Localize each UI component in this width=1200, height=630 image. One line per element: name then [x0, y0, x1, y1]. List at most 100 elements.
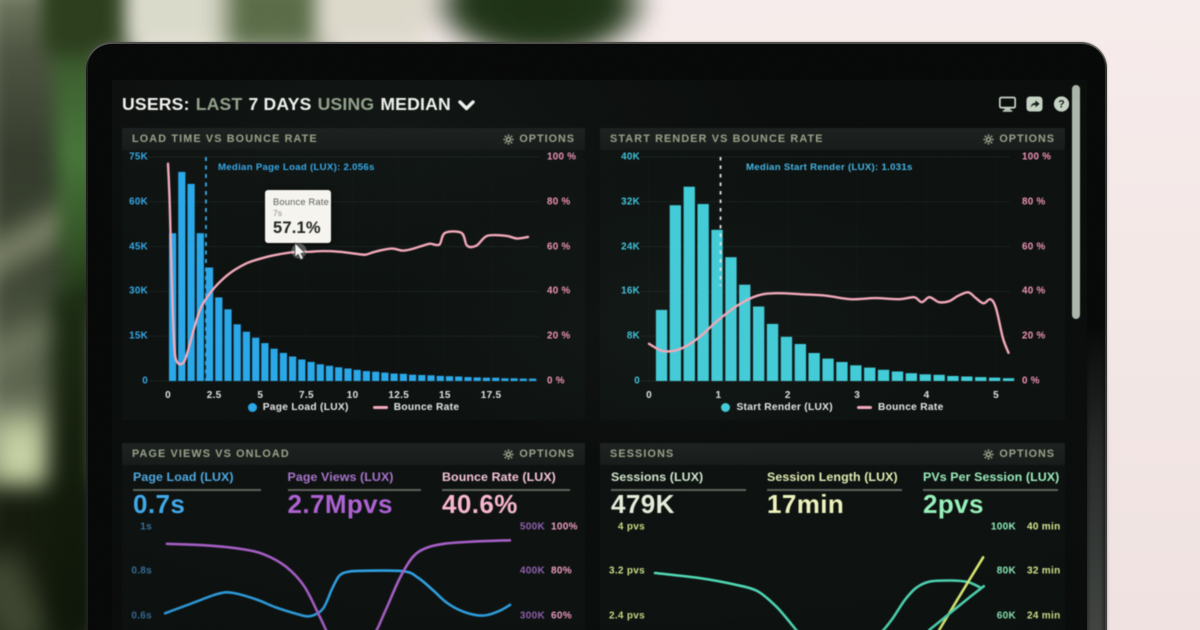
stat-value: 2.7Mpvs	[287, 489, 393, 519]
bar	[353, 369, 361, 381]
scrollbar-thumb[interactable]	[1072, 85, 1080, 319]
bar	[961, 376, 973, 381]
bar	[381, 372, 389, 381]
panel-page-views-vs-onload: PAGE VIEWS VS ONLOAD OPTIONS Page Load (…	[122, 443, 585, 630]
series-line	[163, 569, 512, 618]
y-axis-tick: 20 %	[547, 330, 571, 342]
bounce-rate-line	[166, 162, 530, 366]
y-axis-tick: 80 %	[547, 196, 571, 208]
stat-block: Page Load (LUX) 0.7s	[133, 470, 278, 517]
bar	[877, 369, 890, 381]
legend-line-icon	[856, 406, 872, 409]
bar	[316, 364, 324, 381]
options-button[interactable]: OPTIONS	[503, 443, 575, 465]
x-axis-tick: 5	[257, 390, 264, 401]
bezel-reflection	[1086, 322, 1105, 630]
bar	[289, 356, 297, 381]
y-axis-tick: 8K	[626, 330, 640, 342]
stat-label: Bounce Rate (LUX)	[442, 470, 556, 484]
panel-header: START RENDER VS BOUNCE RATE OPTIONS	[600, 128, 1065, 150]
bar	[178, 171, 186, 381]
dashboard-title-part: MEDIAN	[380, 93, 451, 114]
bar	[766, 323, 779, 381]
y-axis-tick: 0 %	[547, 375, 565, 387]
options-label: OPTIONS	[519, 448, 575, 460]
panel-title: LOAD TIME VS BOUNCE RATE	[132, 133, 318, 145]
bar	[335, 367, 343, 381]
bar	[510, 378, 518, 381]
y-axis-tick: 40K	[621, 151, 640, 163]
y-axis-tick: 40 %	[547, 285, 571, 297]
x-axis-tick: 2.5	[206, 390, 222, 401]
bounce-rate-line	[647, 291, 1010, 354]
bar	[436, 375, 444, 381]
dashboard-title[interactable]: USERS: LAST 7 DAYS USING MEDIAN	[122, 91, 475, 117]
bar	[205, 267, 214, 381]
x-axis-tick: 12.5	[388, 390, 410, 401]
stat-value: 17min	[767, 489, 845, 519]
help-glyph: ?	[1058, 99, 1064, 111]
bar	[445, 376, 454, 381]
options-button[interactable]: OPTIONS	[983, 443, 1055, 465]
tooltip: Bounce Rate 7s 57.1%	[265, 190, 331, 243]
legend-item-line[interactable]: Bounce Rate	[372, 402, 460, 413]
options-button[interactable]: OPTIONS	[503, 128, 575, 150]
x-axis-tick: 4	[923, 390, 930, 401]
y-axis-tick: 60 %	[1022, 241, 1046, 253]
panel-header: LOAD TIME VS BOUNCE RATE OPTIONS	[122, 128, 585, 150]
bar	[725, 257, 737, 381]
bar	[891, 371, 904, 381]
bar	[409, 374, 417, 381]
y-axis-tick: 100%	[551, 521, 578, 533]
median-annotation: Median Start Render (LUX): 1.031s	[746, 162, 913, 173]
bar	[697, 204, 709, 381]
legend-item-bars[interactable]: Page Load (LUX)	[247, 402, 349, 413]
bar	[780, 336, 793, 381]
panel-header: PAGE VIEWS VS ONLOAD OPTIONS	[122, 443, 585, 465]
bar	[711, 229, 723, 381]
y-axis-tick: 60K	[129, 196, 148, 208]
legend-label: Page Load (LUX)	[262, 402, 349, 413]
options-button[interactable]: OPTIONS	[983, 128, 1055, 150]
mouse-cursor	[291, 242, 307, 261]
y-axis-tick: 0	[634, 375, 640, 387]
y-axis-tick: 40 min	[1027, 521, 1061, 533]
dashboard: USERS: LAST 7 DAYS USING MEDIAN ?	[112, 80, 1087, 630]
share-icon[interactable]	[1026, 96, 1043, 112]
series-line	[165, 539, 512, 630]
y-axis-right-row: 400K 80%	[469, 566, 572, 577]
y-axis-tick: 3.2 pvs	[608, 565, 645, 577]
y-axis-tick: 500K	[519, 521, 545, 533]
bar	[753, 306, 765, 381]
y-axis-tick: 100K	[990, 521, 1016, 533]
panel-header: SESSIONS OPTIONS	[600, 443, 1065, 465]
help-icon[interactable]: ?	[1053, 96, 1070, 112]
stat-underline	[287, 489, 421, 491]
chart-legend: Page Load (LUX) Bounce Rate	[122, 402, 585, 413]
bar	[464, 377, 472, 381]
y-axis-tick: 0	[142, 375, 148, 387]
panel-title: START RENDER VS BOUNCE RATE	[610, 133, 824, 145]
tooltip-value: 57.1%	[273, 219, 321, 237]
y-axis-tick: 60 %	[547, 241, 571, 253]
bar	[224, 309, 232, 381]
legend-item-line[interactable]: Bounce Rate	[856, 402, 944, 413]
y-axis-tick: 0 %	[1022, 375, 1040, 387]
bar	[455, 376, 463, 381]
chart-sessions	[653, 556, 986, 630]
bar	[836, 362, 848, 381]
bar	[919, 374, 931, 381]
bar	[947, 376, 959, 381]
bar	[399, 373, 407, 381]
chevron-down-icon[interactable]	[458, 100, 475, 111]
stat-underline	[133, 489, 261, 491]
display-icon[interactable]	[999, 96, 1016, 112]
legend-item-bars[interactable]: Start Render (LUX)	[721, 402, 833, 413]
bar	[279, 352, 287, 381]
bar	[529, 378, 537, 381]
stat-block: Sessions (LUX) 479K	[611, 470, 756, 517]
bar	[655, 309, 668, 381]
stat-underline	[767, 489, 902, 491]
bar	[418, 375, 426, 381]
